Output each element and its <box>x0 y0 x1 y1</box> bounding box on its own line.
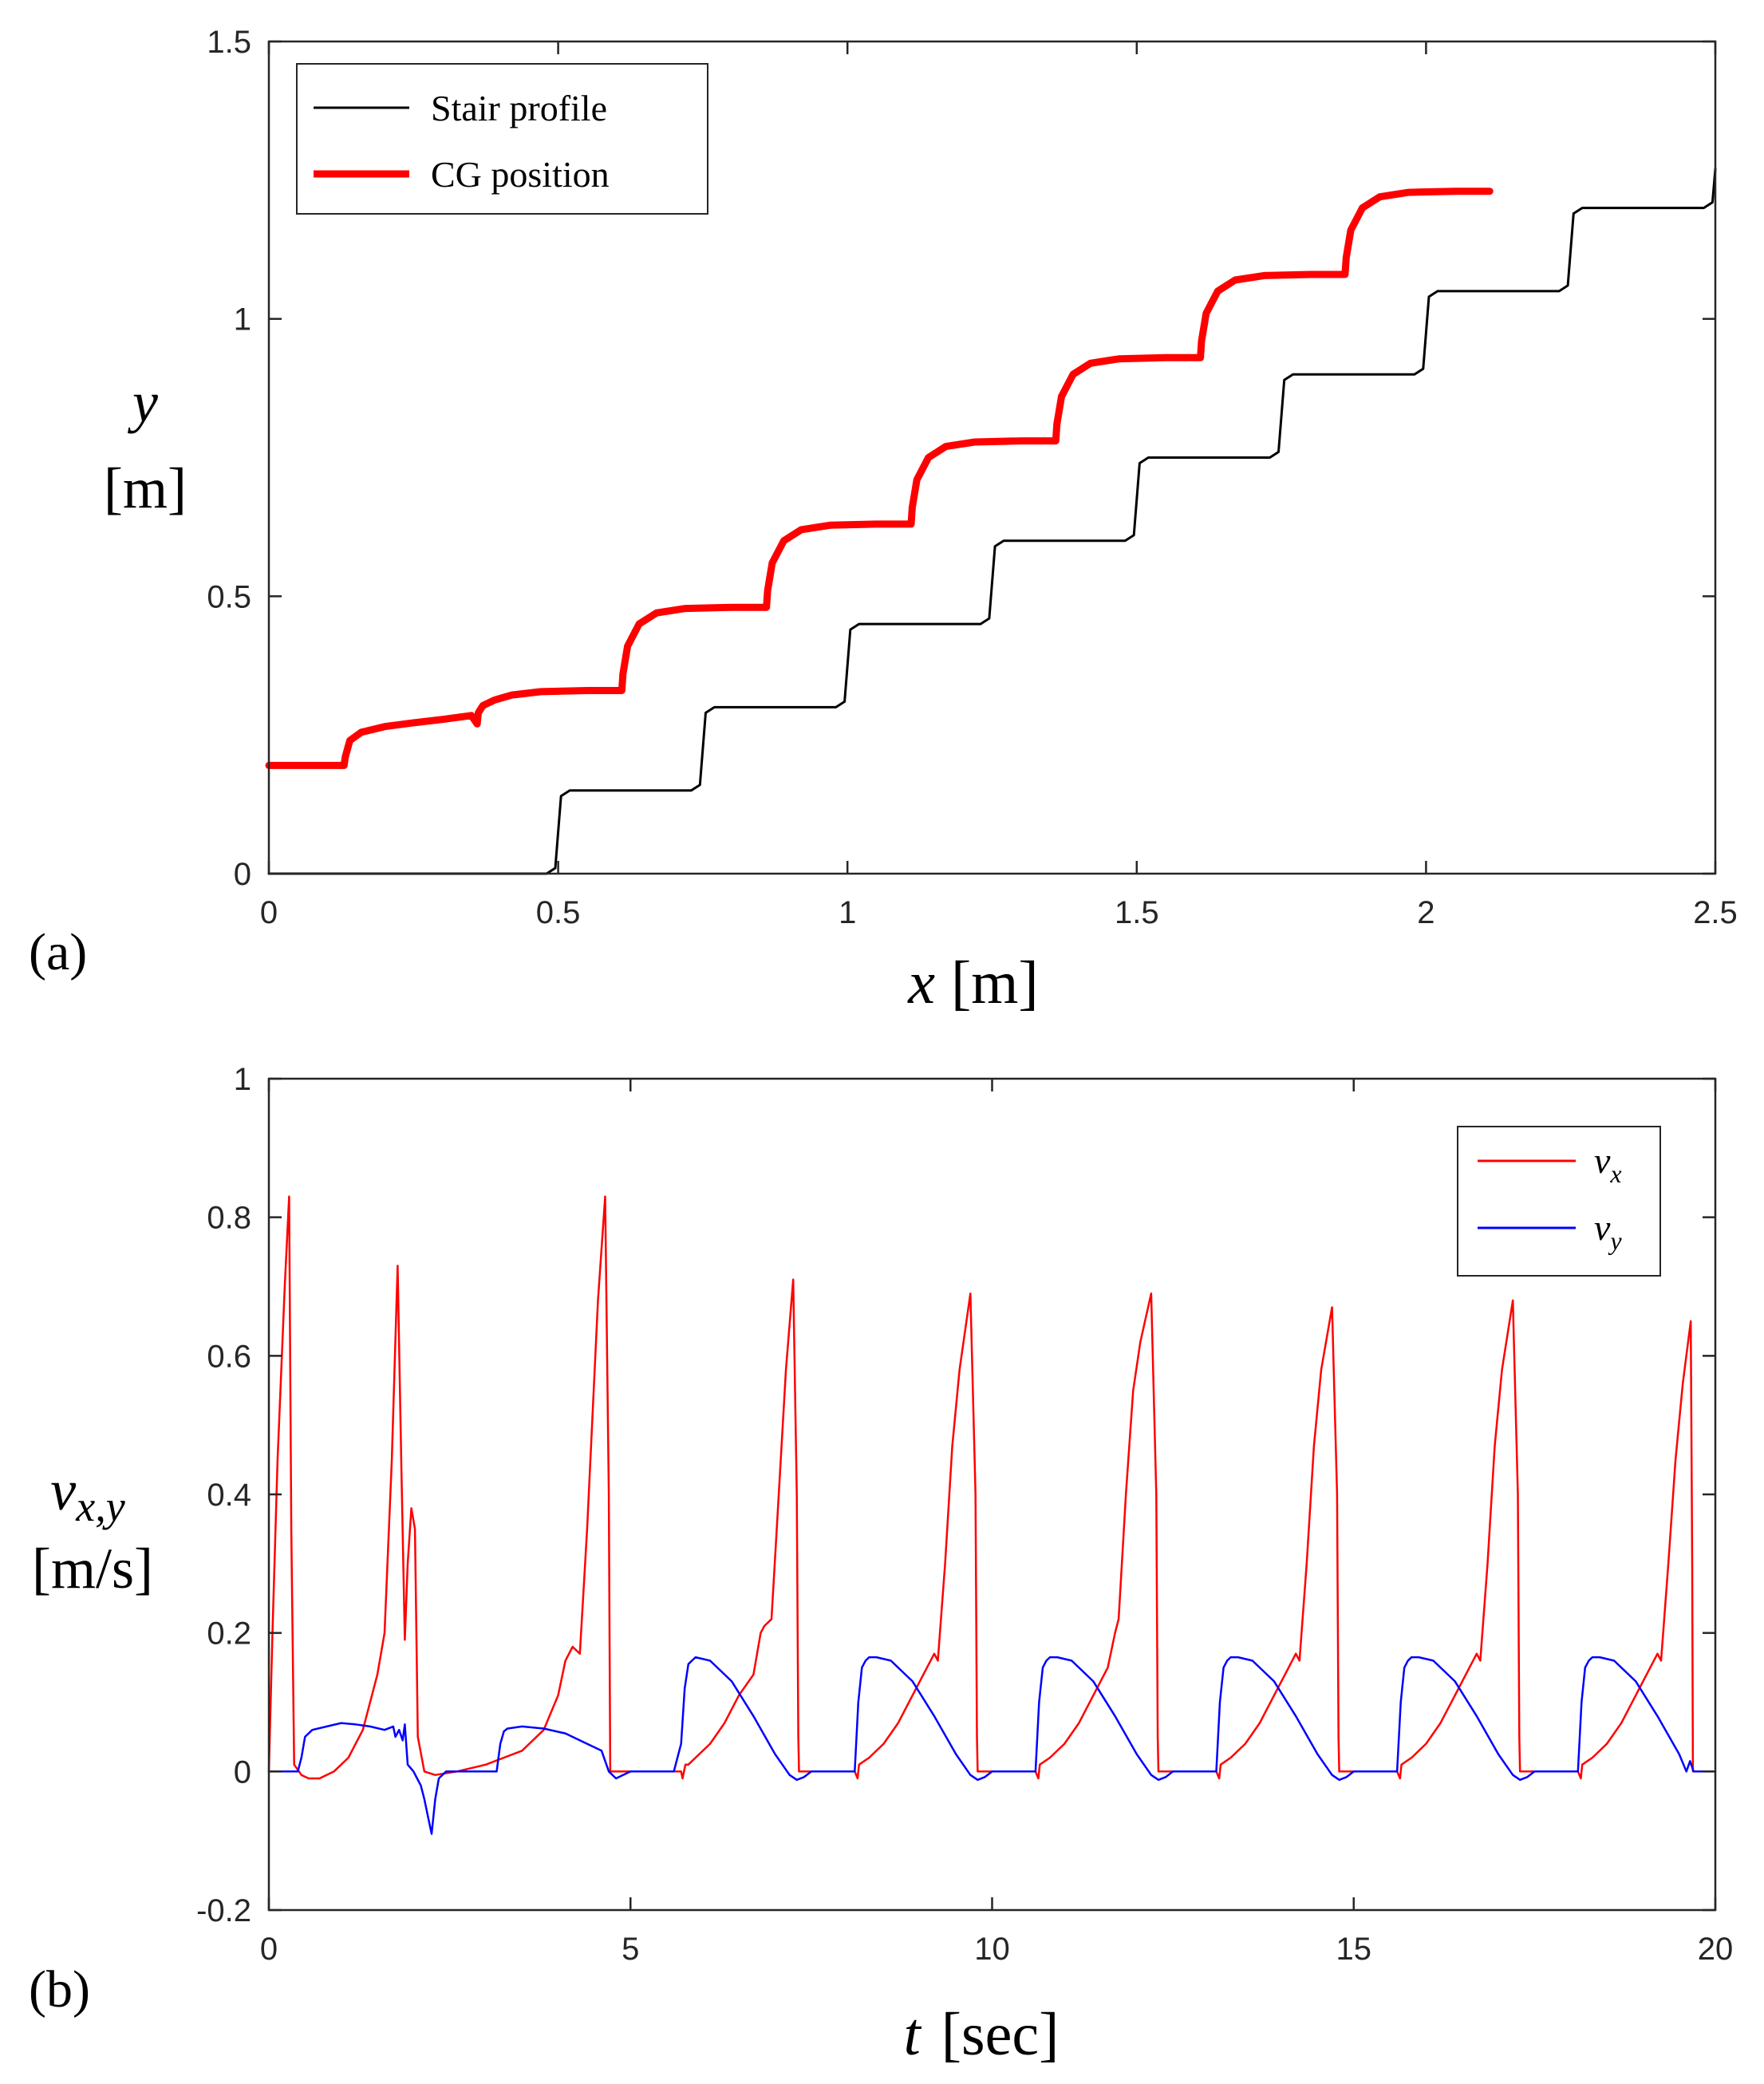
ylabel-var-a: y <box>127 370 158 434</box>
y-tick-label: 0 <box>234 1754 251 1790</box>
ticks-group-b: 0 5 10 15 20 -0.2 0 0.2 0.4 0.6 0.8 1 <box>196 1062 1733 1967</box>
panel-label-b: (b) <box>29 1960 90 2019</box>
y-tick-label: 0 <box>234 857 251 892</box>
y-tick-label: 0.6 <box>207 1339 251 1374</box>
x-tick-label: 2.5 <box>1693 895 1738 930</box>
y-tick-label: 1 <box>234 302 251 337</box>
y-tick-label: 1.5 <box>207 25 251 60</box>
panel-label-a: (a) <box>29 923 87 981</box>
series-group-b <box>267 1195 1717 1835</box>
y-tick-label: 0.8 <box>207 1201 251 1236</box>
ylabel-unit-a: [m] <box>104 456 187 520</box>
legend-a: Stair profile CG position <box>296 63 708 215</box>
x-tick-label: 0 <box>260 1932 278 1967</box>
legend-label-vy-sub: y <box>1608 1226 1622 1255</box>
x-tick-label: 10 <box>974 1932 1010 1967</box>
legend-label-stair-profile: Stair profile <box>431 88 607 128</box>
panel-a: 0 0.5 1 1.5 2 2.5 0 0.5 1 1.5 Stair profile CG po… <box>29 25 1738 1016</box>
xlabel-unit-b: [sec] <box>941 2001 1060 2068</box>
y-tick-label: 0.2 <box>207 1616 251 1652</box>
y-tick-label: 1 <box>234 1062 251 1097</box>
x-tick-label: 20 <box>1698 1932 1734 1967</box>
axes-box-a <box>267 40 1717 875</box>
x-tick-label: 1 <box>839 895 856 930</box>
series-line-stair-profile <box>267 168 1717 875</box>
legend-label-vy-var: v <box>1594 1207 1611 1248</box>
x-tick-label: 15 <box>1336 1932 1372 1967</box>
ylabel-var-b: vx,y <box>50 1458 124 1530</box>
legend-label-vx-var: v <box>1594 1140 1611 1181</box>
xlabel-var-a: x <box>907 949 935 1016</box>
legend-box-b <box>1457 1126 1661 1277</box>
x-tick-label: 0 <box>260 895 278 930</box>
legend-b: vx vy <box>1457 1126 1661 1277</box>
y-tick-label: 0.5 <box>207 579 251 614</box>
x-tick-label: 1.5 <box>1115 895 1159 930</box>
series-group-a <box>265 168 1717 875</box>
x-tick-label: 0.5 <box>536 895 581 930</box>
y-tick-label: -0.2 <box>196 1893 251 1928</box>
legend-label-vy: vy <box>1594 1207 1622 1255</box>
panel-b: 0 5 10 15 20-0.200.20.40.60.81 vx vy vx,y [m… <box>29 1062 1733 2068</box>
ylabel-var-b-main: v <box>50 1458 76 1522</box>
legend-label-cg-position: CG position <box>431 154 610 195</box>
ylabel-var-b-sub: x,y <box>75 1482 124 1530</box>
xlabel-b: t [sec] <box>904 2001 1060 2068</box>
ylabel-unit-b: [m/s] <box>32 1537 153 1600</box>
x-tick-label: 2 <box>1417 895 1434 930</box>
y-tick-label: 0.4 <box>207 1478 251 1513</box>
legend-box-a <box>296 63 708 215</box>
legend-label-vx: vx <box>1594 1140 1622 1188</box>
series-line-v-x <box>267 1195 1717 1780</box>
xlabel-a: x [m] <box>907 949 1038 1016</box>
xlabel-unit-a: [m] <box>951 949 1039 1016</box>
ticks-group-a: 0 0.5 1 1.5 2 2.5 0 0.5 1 1.5 <box>207 25 1737 930</box>
x-tick-label: 5 <box>622 1932 639 1967</box>
legend-label-vx-sub: x <box>1609 1159 1621 1188</box>
series-line-cg-position <box>265 187 1494 769</box>
xlabel-var-b: t <box>904 2001 922 2068</box>
series-line-v-y <box>267 1656 1717 1835</box>
